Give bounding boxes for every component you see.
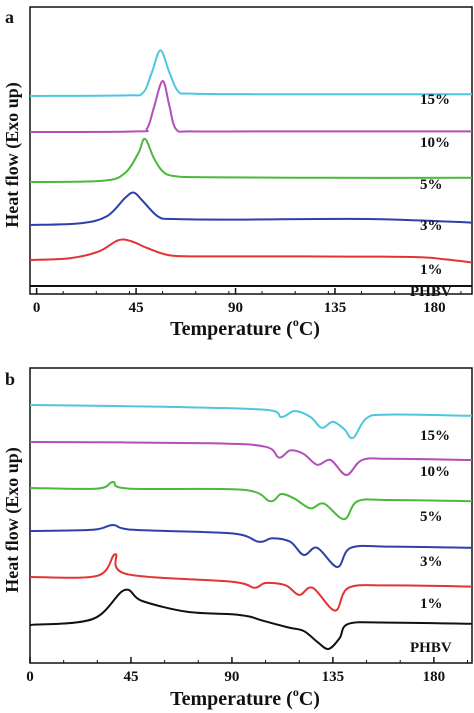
series-label-10pct: 10% [420,135,450,151]
panel-a-ticks: 0 45 90 135 180 [29,288,462,316]
x-tick-label: 0 [33,300,41,316]
panel-b-series-labels: 15% 10% 5% 3% 1% PHBV [410,428,452,656]
series-label-1pct: 1% [420,262,443,278]
panel-a-series [29,49,473,287]
panel-b-frame [29,367,473,664]
x-tick-label: 45 [129,300,144,316]
series-line-5pct [29,480,473,521]
panel-b-xlabel-main: Temperature ( [170,688,293,710]
series-line-15pct [29,49,472,97]
series-label-3pct: 3% [420,218,443,234]
series-line-3pct [29,523,473,569]
series-line-5pct [29,137,473,183]
panel-b-xlabel-end: C) [299,688,320,710]
x-tick-label: 90 [228,300,243,316]
series-label-10pct: 10% [420,464,450,480]
panel-a-xlabel-end: C) [299,318,320,340]
series-line-10pct [29,441,473,477]
series-label-5pct: 5% [420,509,443,525]
panel-b: b Heat flow (Exo up) 0 45 90 135 180 15% 10% 5… [2,367,473,710]
x-tick-label: 45 [123,669,138,685]
x-tick-label: 0 [26,669,34,685]
series-label-5pct: 5% [420,177,443,193]
series-line-15pct [29,404,473,440]
x-tick-label: 90 [224,669,239,685]
panel-b-label: b [5,369,15,389]
series-label-phbv: PHBV [410,284,452,300]
panel-b-ylabel: Heat flow (Exo up) [2,447,23,593]
series-label-1pct: 1% [420,596,443,612]
panel-a-label: a [5,7,14,27]
panel-a-xlabel-sup: o [293,315,299,329]
series-label-phbv: PHBV [410,640,452,656]
x-tick-label: 135 [324,300,347,316]
series-line-1pct [29,553,473,612]
panel-b-xlabel-sup: o [293,685,299,699]
series-line-3pct [29,191,473,226]
panel-a-xlabel: Temperature (oC) [170,315,320,340]
panel-b-ticks: 0 45 90 135 180 [26,657,469,685]
series-label-15pct: 15% [420,92,450,108]
panel-b-xlabel: Temperature (oC) [170,685,320,710]
panel-a: a Heat flow (Exo up) 0 45 90 135 180 15% 10% 5… [2,6,473,340]
series-label-15pct: 15% [420,428,450,444]
series-line-10pct [29,79,472,133]
panel-a-xlabel-main: Temperature ( [170,318,293,340]
x-tick-label: 180 [423,669,446,685]
panel-a-series-labels: 15% 10% 5% 3% 1% PHBV [410,92,452,300]
x-tick-label: 180 [423,300,446,316]
series-line-1pct [29,238,473,264]
series-label-3pct: 3% [420,554,443,570]
panel-a-frame [29,6,473,295]
x-tick-label: 135 [322,669,345,685]
series-line-phbv [29,588,473,651]
panel-a-ylabel: Heat flow (Exo up) [2,82,23,228]
panel-b-series [29,404,473,651]
